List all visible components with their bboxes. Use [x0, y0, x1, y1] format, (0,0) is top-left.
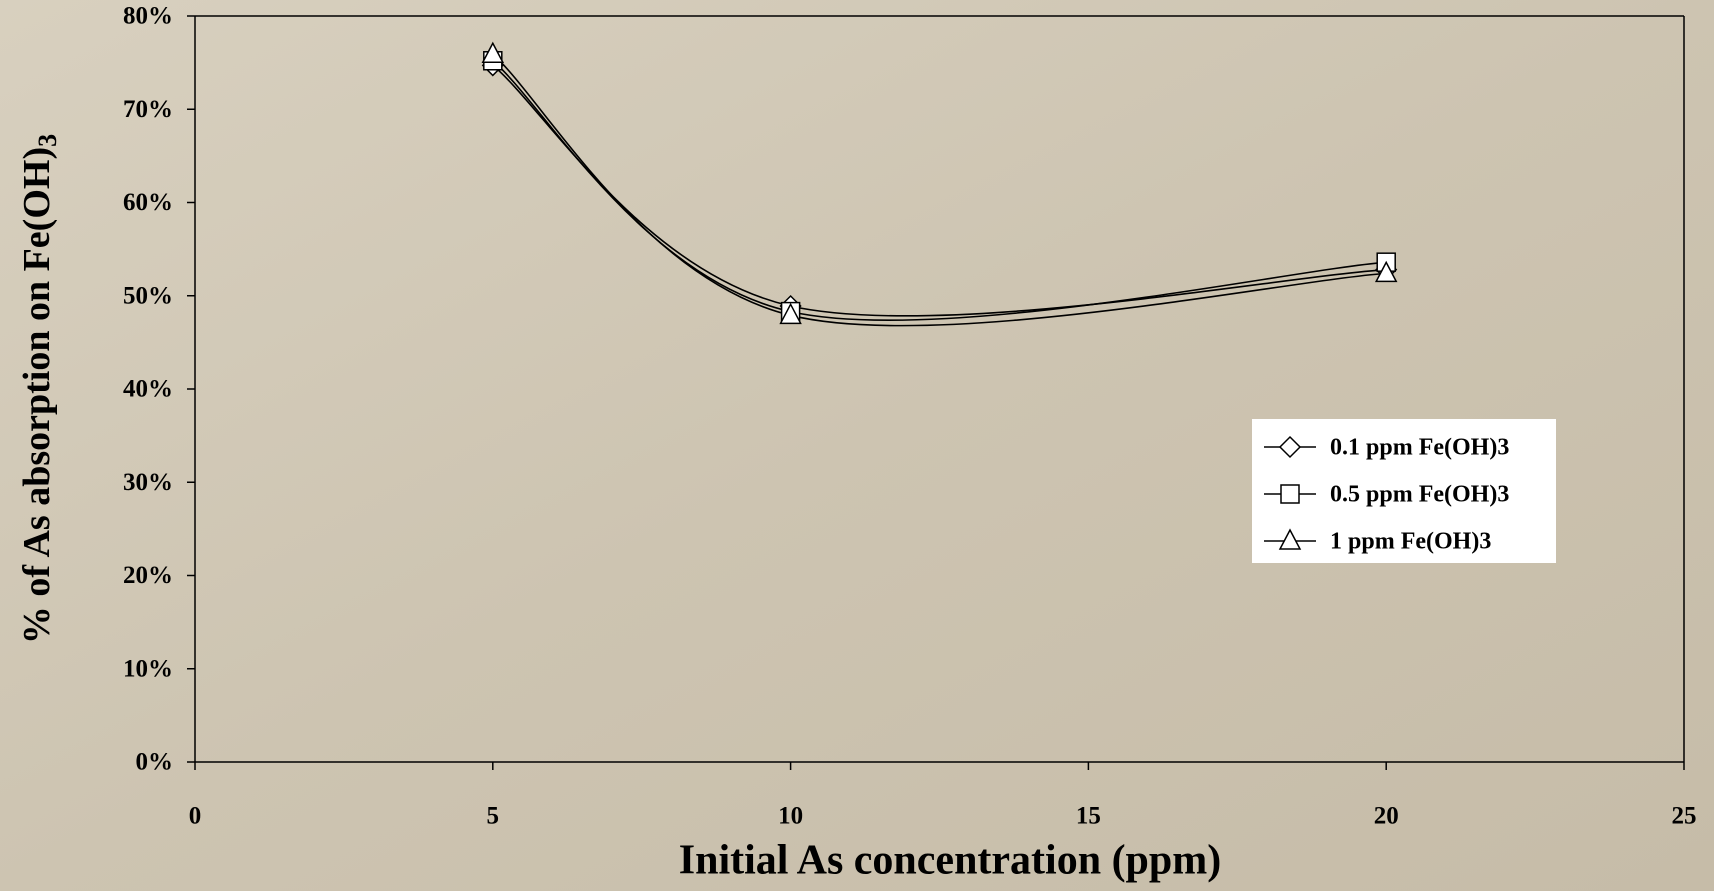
- y-axis-title-main: % of As absorption on Fe(OH): [16, 147, 58, 644]
- y-tick-label: 50%: [123, 282, 173, 309]
- y-axis-title-subscript: 3: [33, 134, 62, 147]
- y-tick-label: 70%: [123, 96, 173, 123]
- x-tick-label: 0: [189, 803, 202, 830]
- legend-text: 0.1 ppm Fe(OH)3: [1330, 435, 1509, 461]
- legend-text: 1 ppm Fe(OH)3: [1330, 529, 1491, 555]
- y-tick-label: 10%: [123, 655, 173, 682]
- chart: Initial As concentration (ppm) % of As a…: [0, 0, 1714, 891]
- x-tick-label: 10: [778, 803, 803, 830]
- y-tick-label: 60%: [123, 189, 173, 216]
- x-tick-label: 20: [1374, 803, 1399, 830]
- page: {"chart_data": {"type": "line", "smooth"…: [0, 0, 1714, 891]
- y-tick-label: 30%: [123, 469, 173, 496]
- x-tick-label: 15: [1076, 803, 1101, 830]
- y-tick-label: 80%: [123, 3, 173, 30]
- y-tick-label: 20%: [123, 562, 173, 589]
- x-tick-label: 5: [487, 803, 500, 830]
- legend-marker: [1281, 485, 1299, 503]
- y-axis-title: % of As absorption on Fe(OH)3: [16, 134, 62, 644]
- y-tick-label: 40%: [123, 376, 173, 403]
- legend-text: 0.5 ppm Fe(OH)3: [1330, 482, 1509, 508]
- x-tick-label: 25: [1672, 803, 1697, 830]
- y-tick-label: 0%: [136, 749, 174, 776]
- legend: 0.1 ppm Fe(OH)3 0.5 ppm Fe(OH)3 1 ppm Fe(O…: [1252, 419, 1556, 563]
- x-axis-title: Initial As concentration (ppm): [679, 838, 1222, 884]
